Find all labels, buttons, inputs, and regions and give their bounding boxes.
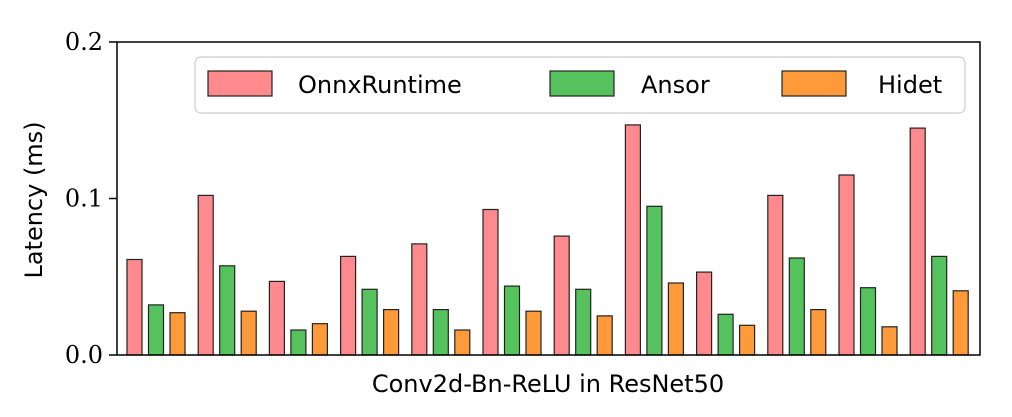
bar-hidet-5	[454, 329, 471, 356]
bar-onnxruntime-3	[268, 280, 285, 356]
bar-onnxruntime-11	[838, 174, 855, 356]
bar-ansor-11	[859, 287, 877, 356]
bar-ansor-9	[717, 313, 734, 356]
bar-ansor-12	[931, 255, 948, 356]
legend-label-hidet: Hidet	[878, 71, 942, 99]
bar-ansor-7	[575, 288, 592, 356]
bar-hidet-1	[169, 312, 186, 356]
bar-hidet-10	[810, 309, 827, 356]
bar-hidet-12	[952, 290, 969, 356]
bar-hidet-9	[738, 324, 756, 356]
bar-onnxruntime-9	[695, 271, 713, 356]
bar-ansor-3	[290, 329, 307, 356]
bar-ansor-2	[219, 265, 236, 356]
bar-ansor-1	[147, 304, 165, 356]
legend-swatch-ansor	[549, 70, 615, 97]
legend-label-ansor: Ansor	[641, 71, 710, 99]
bar-onnxruntime-12	[909, 127, 926, 356]
bar-ansor-5	[432, 309, 449, 356]
bar-onnxruntime-10	[767, 194, 784, 356]
bar-onnxruntime-5	[411, 243, 428, 356]
bar-onnxruntime-2	[197, 194, 214, 356]
legend: OnnxRuntime Ansor Hidet	[194, 56, 966, 114]
bar-onnxruntime-4	[340, 255, 357, 356]
bar-onnxruntime-1	[126, 258, 143, 356]
bar-ansor-4	[361, 288, 378, 356]
bar-hidet-7	[596, 315, 613, 356]
bar-onnxruntime-7	[553, 235, 570, 356]
y-tick-label-2: 0.2	[65, 28, 103, 56]
bar-hidet-2	[240, 310, 257, 356]
bar-hidet-6	[525, 310, 542, 356]
bar-hidet-3	[311, 323, 328, 356]
bar-hidet-4	[383, 309, 400, 356]
bar-hidet-8	[667, 282, 685, 356]
legend-swatch-hidet	[781, 70, 847, 97]
bar-ansor-10	[788, 257, 805, 356]
legend-swatch-onnxruntime	[207, 70, 273, 97]
bar-onnxruntime-8	[624, 124, 642, 356]
y-tick-label-0: 0.0	[65, 341, 103, 369]
legend-label-onnxruntime: OnnxRuntime	[298, 71, 462, 99]
bar-hidet-11	[881, 326, 898, 356]
bar-ansor-6	[503, 285, 521, 356]
bar-onnxruntime-6	[482, 208, 499, 356]
y-axis-label: Latency (ms)	[20, 121, 48, 278]
y-axis: 0.0 0.1 0.2	[65, 28, 117, 369]
bars-layer	[126, 124, 969, 356]
bar-ansor-8	[646, 205, 663, 356]
y-tick-label-1: 0.1	[65, 185, 103, 213]
x-axis-label: Conv2d-Bn-ReLU in ResNet50	[372, 370, 724, 398]
